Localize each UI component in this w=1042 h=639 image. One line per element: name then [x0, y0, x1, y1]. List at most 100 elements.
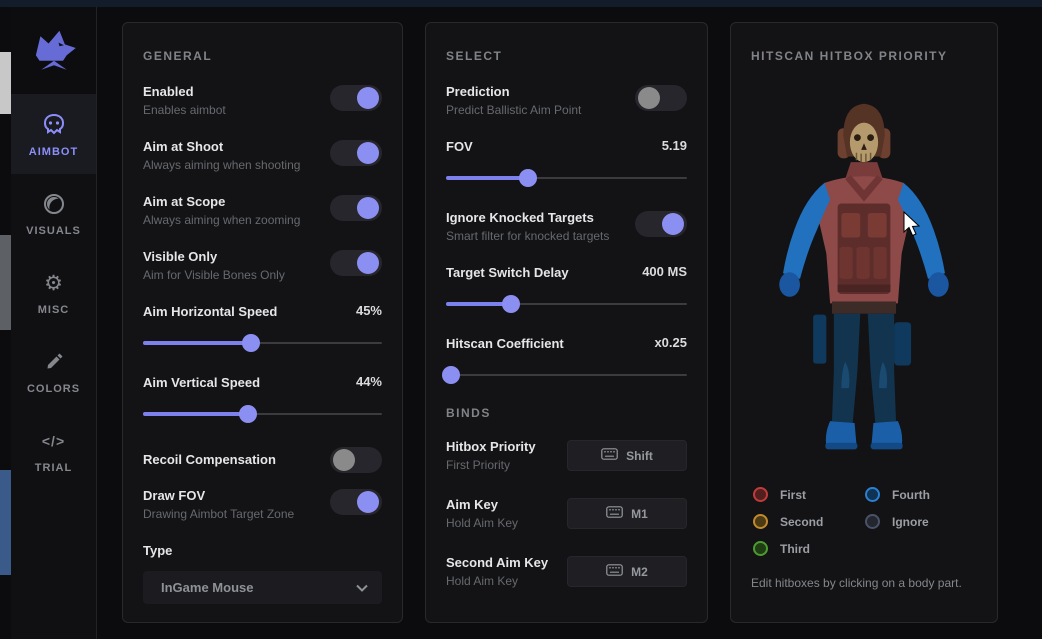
fourth-priority-dot: [865, 487, 880, 502]
bind-hitbox-priority: Hitbox Priority First Priority Shift: [446, 438, 687, 473]
setting-desc: Drawing Aimbot Target Zone: [143, 507, 295, 521]
setting-label: Aim at Shoot: [143, 139, 224, 154]
recoil-compensation-toggle[interactable]: [330, 447, 382, 473]
sidebar-item-aimbot[interactable]: AIMBOT: [11, 95, 96, 174]
sidebar: AIMBOT VISUALS ⚙ MISC COLORS: [11, 7, 97, 639]
legend-label: Second: [780, 514, 824, 529]
slider-knob[interactable]: [241, 334, 260, 352]
setting-desc: Always aiming when zooming: [143, 213, 301, 227]
setting-label: Aim Horizontal Speed: [143, 304, 278, 319]
setting-aim-at-shoot: Aim at Shoot Always aiming when shooting: [143, 138, 382, 173]
draw-fov-toggle[interactable]: [330, 489, 382, 515]
select-panel: SELECT Prediction Predict Ballistic Aim …: [425, 22, 708, 623]
first-priority-dot: [753, 487, 768, 502]
ignore-priority-dot: [865, 514, 880, 529]
setting-desc: Enables aimbot: [143, 103, 226, 117]
setting-desc: Hold Aim Key: [446, 516, 519, 530]
gear-icon: ⚙: [44, 271, 63, 295]
setting-target-switch-delay: Target Switch Delay 400 MS: [446, 264, 687, 313]
keybind-value: Shift: [626, 448, 653, 463]
keybind-value: M1: [631, 506, 648, 521]
hitbox-model-figure[interactable]: [751, 83, 977, 471]
ignore-knocked-targets-toggle[interactable]: [635, 211, 687, 237]
setting-desc: Aim for Visible Bones Only: [143, 268, 285, 282]
toggle-knob: [357, 87, 379, 109]
slider-knob[interactable]: [502, 295, 521, 313]
sidebar-item-misc[interactable]: ⚙ MISC: [11, 253, 96, 332]
slider-knob[interactable]: [441, 366, 460, 384]
desktop-bleed: [0, 470, 11, 575]
hitbox-edit-hint: Edit hitboxes by clicking on a body part…: [751, 576, 962, 590]
fov-slider[interactable]: [446, 169, 687, 187]
prediction-toggle[interactable]: [635, 85, 687, 111]
hitscan-coefficient-slider[interactable]: [441, 366, 687, 384]
legend-label: First: [780, 487, 807, 502]
legend-item-ignore: Ignore: [865, 508, 977, 535]
slider-knob[interactable]: [518, 169, 537, 187]
hitbox-priority-keybind-button[interactable]: Shift: [567, 440, 687, 471]
setting-label: Aim Key: [446, 497, 499, 512]
slider-fill: [143, 341, 251, 345]
type-dropdown[interactable]: InGame Mouse: [143, 571, 382, 604]
setting-ignore-knocked: Ignore Knocked Targets Smart filter for …: [446, 209, 687, 244]
setting-value: 44%: [355, 374, 382, 389]
setting-label: Ignore Knocked Targets: [446, 210, 594, 225]
wolf-logo-icon: [25, 22, 83, 79]
slider-track: [446, 177, 687, 179]
toggle-knob: [662, 213, 684, 235]
toggle-knob: [357, 491, 379, 513]
aim-key-keybind-button[interactable]: M1: [567, 498, 687, 529]
setting-draw-fov: Draw FOV Drawing Aimbot Target Zone: [143, 487, 382, 522]
second-aim-key-keybind-button[interactable]: M2: [567, 556, 687, 587]
sidebar-item-label: AIMBOT: [28, 146, 79, 158]
desktop-bleed: [0, 235, 11, 330]
setting-hitscan-coefficient: Hitscan Coefficient x0.25: [441, 335, 687, 384]
sidebar-item-colors[interactable]: COLORS: [11, 332, 96, 411]
slider-fill: [446, 302, 512, 306]
aim-at-shoot-toggle[interactable]: [330, 140, 382, 166]
setting-label: Second Aim Key: [446, 555, 549, 570]
setting-enabled: Enabled Enables aimbot: [143, 83, 382, 118]
setting-recoil-compensation: Recoil Compensation: [143, 445, 382, 473]
setting-label: Draw FOV: [143, 488, 206, 503]
desktop-bleed: [0, 52, 11, 114]
hitbox-panel: HITSCAN HITBOX PRIORITY: [730, 22, 998, 623]
hitbox-priority-legend: First Second Third Fourth Ignore: [753, 481, 977, 562]
keybind-value: M2: [631, 564, 648, 579]
panel-title: GENERAL: [143, 49, 213, 63]
eyedropper-icon: [43, 350, 65, 374]
enabled-toggle[interactable]: [330, 85, 382, 111]
panel-title: SELECT: [446, 49, 503, 63]
setting-desc: Predict Ballistic Aim Point: [446, 103, 582, 117]
setting-aim-at-scope: Aim at Scope Always aiming when zooming: [143, 193, 382, 228]
slider-track: [446, 303, 687, 305]
sidebar-item-label: COLORS: [26, 383, 81, 395]
sidebar-item-label: MISC: [37, 304, 70, 316]
setting-label: Enabled: [143, 84, 194, 99]
sidebar-item-visuals[interactable]: VISUALS: [11, 174, 96, 253]
setting-label: Recoil Compensation: [143, 451, 276, 467]
setting-desc: Smart filter for knocked targets: [446, 229, 610, 243]
target-switch-delay-slider[interactable]: [446, 295, 687, 313]
legend-item-third: Third: [753, 535, 865, 562]
setting-prediction: Prediction Predict Ballistic Aim Point: [446, 83, 687, 118]
toggle-knob: [357, 142, 379, 164]
bot-skull-icon: [41, 113, 67, 137]
setting-fov: FOV 5.19: [446, 138, 687, 187]
second-priority-dot: [753, 514, 768, 529]
aim-vertical-speed-slider[interactable]: [143, 405, 382, 423]
visible-only-toggle[interactable]: [330, 250, 382, 276]
setting-value: 5.19: [661, 138, 687, 153]
slider-knob[interactable]: [239, 405, 258, 423]
aim-at-scope-toggle[interactable]: [330, 195, 382, 221]
slider-track: [143, 342, 382, 344]
setting-value: x0.25: [654, 335, 687, 350]
character-model[interactable]: [751, 83, 977, 475]
sidebar-item-trial[interactable]: </> TRIAL: [11, 411, 96, 490]
setting-type: Type InGame Mouse: [143, 542, 382, 604]
setting-label: Prediction: [446, 84, 510, 99]
aim-horizontal-speed-slider[interactable]: [143, 334, 382, 352]
setting-value: 45%: [355, 303, 382, 318]
slider-track: [143, 413, 382, 415]
